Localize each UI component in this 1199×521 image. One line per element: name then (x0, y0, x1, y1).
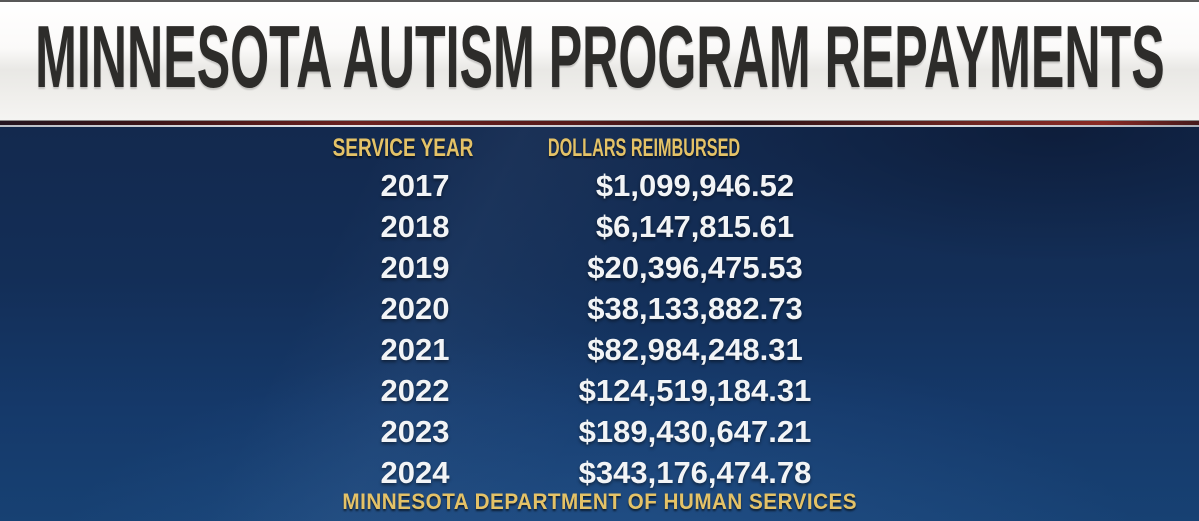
dollars-reimbursed-value: $124,519,184.31 (578, 373, 812, 408)
dollars-reimbursed-value: $82,984,248.31 (587, 332, 803, 367)
table-rows: 2017 $1,099,946.52 2018 $6,147,815.61 20… (0, 165, 1199, 493)
dollars-reimbursed-value: $1,099,946.52 (595, 168, 795, 203)
table-background-panel (0, 127, 1199, 521)
dollars-reimbursed-value: $20,396,475.53 (587, 250, 803, 285)
dollars-reimbursed-value: $189,430,647.21 (578, 414, 812, 449)
table-row: 2017 $1,099,946.52 (0, 165, 1199, 206)
dollars-reimbursed-value: $343,176,474.78 (578, 455, 812, 490)
service-year-value: 2024 (380, 455, 450, 490)
maroon-separator-stripe (0, 121, 1199, 125)
table-row: 2018 $6,147,815.61 (0, 206, 1199, 247)
light-separator-stripe (0, 125, 1199, 127)
service-year-value: 2022 (380, 373, 450, 408)
service-year-value: 2021 (380, 332, 450, 367)
dollars-reimbursed-value: $6,147,815.61 (595, 209, 795, 244)
column-header-service-year: SERVICE YEAR (332, 134, 474, 162)
service-year-value: 2020 (380, 291, 450, 326)
service-year-value: 2018 (380, 209, 450, 244)
title-bar: MINNESOTA AUTISM PROGRAM REPAYMENTS (0, 0, 1199, 121)
service-year-value: 2023 (380, 414, 450, 449)
top-edge-line (0, 0, 1199, 2)
page-title: MINNESOTA AUTISM PROGRAM REPAYMENTS (34, 7, 1165, 106)
source-attribution-text: MINNESOTA DEPARTMENT OF HUMAN SERVICES (342, 489, 857, 514)
table-row: 2023 $189,430,647.21 (0, 411, 1199, 452)
table-row: 2019 $20,396,475.53 (0, 247, 1199, 288)
column-header-dollars-reimbursed: DOLLARS REIMBURSED (547, 134, 741, 162)
dollars-reimbursed-value: $38,133,882.73 (587, 291, 803, 326)
table-row: 2020 $38,133,882.73 (0, 288, 1199, 329)
table-row: 2022 $124,519,184.31 (0, 370, 1199, 411)
service-year-value: 2019 (380, 250, 450, 285)
table-row: 2021 $82,984,248.31 (0, 329, 1199, 370)
source-attribution: MINNESOTA DEPARTMENT OF HUMAN SERVICES (0, 489, 1199, 517)
table-row: 2024 $343,176,474.78 (0, 452, 1199, 493)
service-year-value: 2017 (380, 168, 450, 203)
